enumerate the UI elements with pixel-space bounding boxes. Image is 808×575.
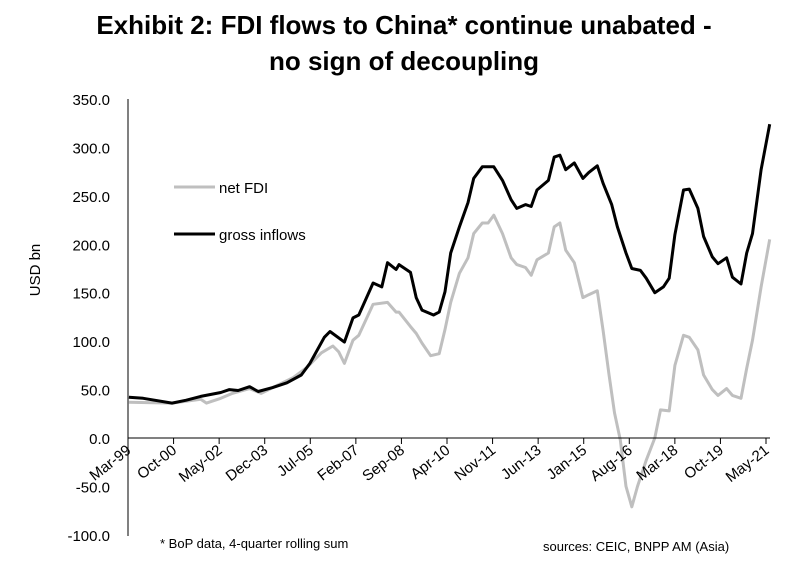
x-tick-label: Mar-18: [633, 442, 681, 485]
x-tick-label: Aug-16: [587, 442, 636, 485]
y-tick-label: 300.0: [72, 140, 110, 157]
x-tick-label: Oct-00: [134, 442, 180, 483]
y-tick-label: -100.0: [67, 528, 110, 545]
chart-title: Exhibit 2: FDI flows to China* continue …: [96, 10, 711, 40]
x-tick-label: Nov-11: [451, 442, 499, 484]
y-tick-label: 50.0: [81, 383, 110, 400]
legend: net FDI gross inflows: [174, 180, 306, 244]
series-line-gross-inflows: [128, 123, 772, 405]
x-tick-label: May-21: [723, 442, 773, 486]
x-tick-label: Oct-19: [681, 442, 727, 483]
y-tick-label: 100.0: [72, 334, 110, 351]
legend-label-gross-inflows: gross inflows: [219, 227, 306, 244]
x-tick-label: Sep-08: [359, 442, 408, 485]
footnote: * BoP data, 4-quarter rolling sum: [160, 536, 348, 551]
series-lines: [128, 123, 772, 509]
x-tick-label: Jun-13: [498, 442, 545, 484]
series-line-net-fdi: [128, 213, 772, 509]
y-tick-label: 150.0: [72, 286, 110, 303]
x-tick-label: Jul-05: [274, 442, 317, 481]
x-tick-label: Apr-10: [408, 442, 454, 483]
y-tick-label: 350.0: [72, 92, 110, 109]
y-tick-label: 0.0: [89, 431, 110, 448]
y-tick-labels: 350.0 300.0 250.0 200.0 150.0 100.0 50.0 0.0 -50…: [67, 92, 110, 545]
y-tick-label: -50.0: [76, 479, 110, 496]
chart-title-line2: no sign of decoupling: [269, 46, 539, 76]
y-axis-label: USD bn: [27, 244, 44, 297]
y-tick-label: 200.0: [72, 237, 110, 254]
x-tick-label: Feb-07: [314, 442, 362, 485]
x-tick-label: Jan-15: [544, 442, 591, 484]
x-tick-label: May-02: [176, 442, 226, 486]
legend-label-net-fdi: net FDI: [219, 180, 268, 197]
x-tick-label: Dec-03: [223, 442, 272, 485]
x-tick-label: Mar-99: [87, 442, 135, 485]
y-tick-label: 250.0: [72, 189, 110, 206]
source-note: sources: CEIC, BNPP AM (Asia): [543, 539, 729, 554]
